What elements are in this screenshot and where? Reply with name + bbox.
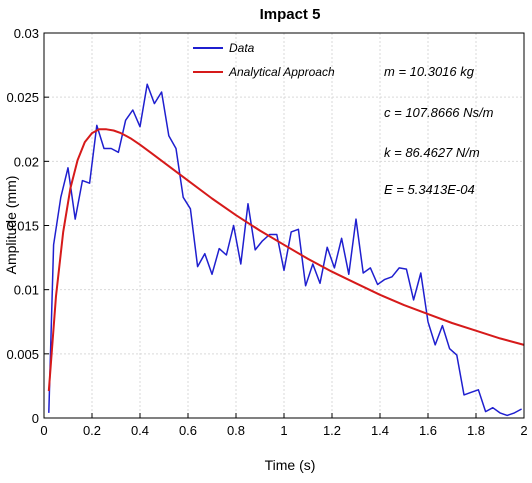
x-tick-label: 0 bbox=[40, 423, 47, 438]
annotation-stiffness: k = 86.4627 N/m bbox=[384, 145, 480, 160]
y-axis-label: Amplitude (mm) bbox=[3, 176, 19, 275]
x-tick-label: 1 bbox=[280, 423, 287, 438]
y-tick-label: 0 bbox=[32, 411, 39, 426]
x-tick-label: 0.8 bbox=[227, 423, 245, 438]
x-tick-label: 2 bbox=[520, 423, 527, 438]
legend: Data Analytical Approach bbox=[193, 41, 335, 79]
x-tick-label: 1.6 bbox=[419, 423, 437, 438]
x-tick-labels: 0 0.2 0.4 0.6 0.8 1 1.2 1.4 1.6 1.8 2 bbox=[40, 423, 527, 438]
y-tick-label: 0.03 bbox=[14, 26, 39, 41]
x-tick-label: 0.2 bbox=[83, 423, 101, 438]
chart-title: Impact 5 bbox=[260, 6, 321, 23]
y-tick-label: 0.02 bbox=[14, 154, 39, 169]
analytical-approach-line bbox=[47, 128, 525, 392]
annotation-damping: c = 107.8666 Ns/m bbox=[384, 105, 494, 120]
y-tick-label: 0.025 bbox=[6, 90, 39, 105]
x-tick-label: 1.4 bbox=[371, 423, 389, 438]
y-tick-labels: 0 0.005 0.01 0.015 0.02 0.025 0.03 bbox=[6, 26, 39, 426]
y-tick-label: 0.01 bbox=[14, 283, 39, 298]
x-tick-label: 1.2 bbox=[323, 423, 341, 438]
x-tick-label: 1.8 bbox=[467, 423, 485, 438]
y-tick-label: 0.015 bbox=[6, 219, 39, 234]
legend-label-analytical: Analytical Approach bbox=[228, 65, 335, 79]
y-tick-label: 0.005 bbox=[6, 347, 39, 362]
annotation-mass: m = 10.3016 kg bbox=[384, 64, 475, 79]
parameter-annotations: m = 10.3016 kg c = 107.8666 Ns/m k = 86.… bbox=[384, 64, 494, 197]
x-tick-label: 0.6 bbox=[179, 423, 197, 438]
annotation-energy: E = 5.3413E-04 bbox=[384, 182, 475, 197]
series-layer bbox=[47, 83, 525, 417]
data-series-line bbox=[48, 83, 522, 417]
x-tick-label: 0.4 bbox=[131, 423, 149, 438]
tick-marks bbox=[43, 32, 525, 419]
x-axis-label: Time (s) bbox=[265, 457, 316, 473]
legend-label-data: Data bbox=[229, 41, 255, 55]
